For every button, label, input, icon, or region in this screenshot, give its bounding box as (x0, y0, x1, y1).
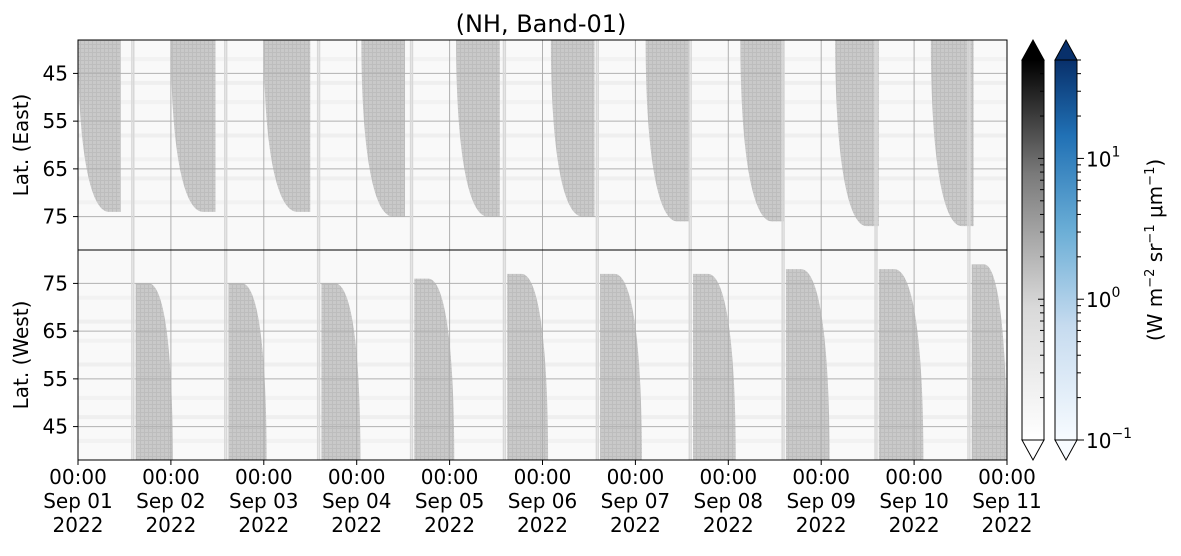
xtick-label: 00:00 Sep 10 2022 (879, 465, 949, 537)
west-grid (78, 250, 1007, 460)
east-lobe (361, 40, 406, 217)
xtick-label: 00:00 Sep 09 2022 (786, 465, 856, 537)
colorbar-tick-label: 100 (1086, 285, 1120, 312)
xtick-label: 00:00 Sep 07 2022 (601, 465, 671, 537)
xtick-label: 00:00 Sep 03 2022 (229, 465, 299, 537)
west-ytick-label: 65 (43, 319, 68, 343)
colorbar-label: (W m−2 sr−1 μm−1) (1143, 159, 1167, 341)
east-ytick-label: 65 (43, 157, 68, 181)
colorbar-gray (1021, 38, 1045, 462)
panel-east: 45 55 65 75 Lat. (East) (9, 40, 1007, 250)
xtick-label: 00:00 Sep 08 2022 (694, 465, 764, 537)
east-ytick-label: 55 (43, 109, 68, 133)
east-lobe (930, 40, 974, 227)
west-ytick-label: 55 (43, 367, 68, 391)
colorbar-tick-label: 10−1 (1086, 426, 1132, 453)
west-lobe (600, 273, 642, 460)
east-lobe (550, 40, 595, 217)
west-lobe (414, 278, 455, 460)
xtick-label: 00:00 Sep 05 2022 (415, 465, 485, 537)
west-lobe (228, 283, 267, 460)
xtick-label: 00:00 Sep 01 2022 (43, 465, 113, 537)
xtick-label: 00:00 Sep 11 2022 (972, 465, 1042, 537)
west-ylabel: Lat. (West) (9, 301, 33, 410)
west-lobes (135, 264, 1007, 460)
west-ytick-label: 45 (43, 415, 68, 439)
east-grid (78, 40, 1007, 250)
colorbar-blue (1054, 38, 1078, 462)
x-ticks: 00:00 Sep 01 2022 00:00 Sep 02 2022 00:00 Sep 0… (43, 460, 1042, 537)
east-y-ticks: 45 55 65 75 (43, 61, 78, 229)
east-lobe (835, 40, 879, 227)
west-lobe (692, 273, 736, 460)
west-ytick-label: 75 (43, 271, 68, 295)
east-lobe (740, 40, 785, 222)
colorbar-ticks: 10−1 100 101 (1038, 59, 1132, 453)
west-lobe (878, 269, 924, 460)
west-y-ticks: 45 55 65 75 (43, 271, 78, 439)
east-ytick-label: 45 (43, 61, 68, 85)
west-lobe (785, 269, 830, 460)
east-lobe (645, 40, 690, 222)
west-lobe (971, 264, 1007, 460)
colorbar-gray-min-extend (1021, 439, 1045, 462)
west-lobe (135, 283, 173, 460)
colorbar-blue-min-extend (1054, 439, 1078, 462)
xtick-label: 00:00 Sep 02 2022 (136, 465, 206, 537)
west-lobe (507, 273, 549, 460)
east-ytick-label: 75 (43, 205, 68, 229)
colorbar-blue-max-extend (1054, 38, 1078, 61)
chart-title: (NH, Band-01) (456, 10, 627, 38)
xtick-label: 00:00 Sep 06 2022 (508, 465, 578, 537)
colorbar-tick-label: 101 (1086, 144, 1120, 171)
east-ylabel: Lat. (East) (9, 94, 33, 197)
east-lobe (456, 40, 500, 217)
colorbar-gray-body (1021, 59, 1045, 441)
xtick-label: 00:00 Sep 04 2022 (322, 465, 392, 537)
colorbar-blue-body (1054, 59, 1078, 441)
colorbar-gray-max-extend (1021, 38, 1045, 61)
west-lobe (321, 283, 361, 460)
panel-west: 45 55 65 75 Lat. (West) (9, 250, 1007, 460)
